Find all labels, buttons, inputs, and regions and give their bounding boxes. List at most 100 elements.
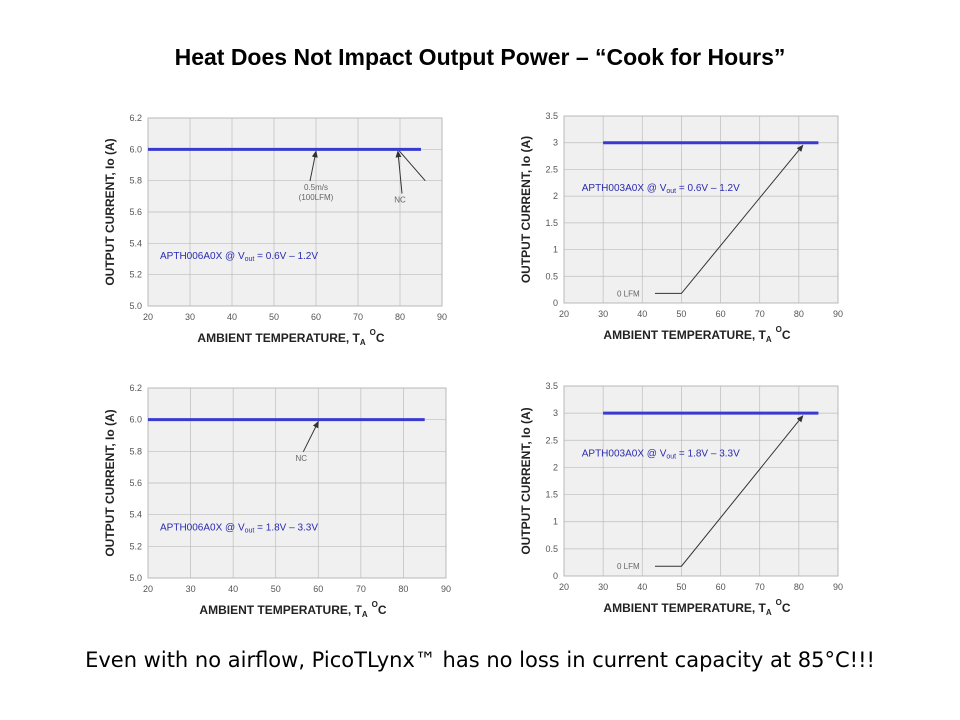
x-tick-label: 60 xyxy=(311,312,321,322)
x-tick-label: 70 xyxy=(356,584,366,594)
x-axis-label: AMBIENT TEMPERATURE, TAOC xyxy=(603,325,790,344)
chart-apth006-low-vout: 20 30 40 50 60 70 80 90 5.0 5.2 5.4 5.6 5.8 6.0 6.2 APT… xyxy=(100,108,460,358)
x-tick-label: 30 xyxy=(598,582,608,592)
y-axis-label: OUTPUT CURRENT, Io (A) xyxy=(519,407,533,554)
y-tick-label: 5.6 xyxy=(129,478,142,488)
y-tick-label: 6.2 xyxy=(129,383,142,393)
annotation-arrow xyxy=(654,415,804,567)
y-tick-label: 1 xyxy=(553,517,558,527)
y-tick-label: 6.0 xyxy=(129,144,142,154)
x-axis-label: AMBIENT TEMPERATURE, TAOC xyxy=(603,598,790,617)
x-tick-label: 80 xyxy=(794,582,804,592)
x-axis-label: AMBIENT TEMPERATURE, TAOC xyxy=(197,328,384,347)
x-tick-label: 80 xyxy=(794,309,804,319)
y-tick-label: 5.0 xyxy=(129,301,142,311)
x-tick-label: 70 xyxy=(755,309,765,319)
annotation-label: NC xyxy=(295,454,307,463)
x-axis-label-sub: A xyxy=(362,610,368,619)
y-tick-label: 5.4 xyxy=(129,510,142,520)
x-axis-label-main: AMBIENT TEMPERATURE, T xyxy=(199,603,362,617)
y-tick-label: 5.6 xyxy=(129,207,142,217)
x-tick-label: 20 xyxy=(143,312,153,322)
y-tick-label: 1.5 xyxy=(545,490,558,500)
x-axis-label-unit: C xyxy=(782,601,791,615)
condition-subscript: out xyxy=(666,454,676,461)
x-axis-label-sup: O xyxy=(372,600,378,609)
y-tick-label: 3 xyxy=(553,408,558,418)
y-tick-label: 6.2 xyxy=(129,113,142,123)
x-axis-label-sub: A xyxy=(766,335,772,344)
x-axis-label: AMBIENT TEMPERATURE, TAOC xyxy=(199,600,386,619)
y-axis-label: OUTPUT CURRENT, Io (A) xyxy=(103,138,117,285)
condition-part: APTH006A0X @ V xyxy=(160,251,245,262)
y-tick-label: 2 xyxy=(553,191,558,201)
chart-apth003-high-vout: 20 30 40 50 60 70 80 90 0 0.5 1 1.5 2 2.5 3 3.5 APTH003A… xyxy=(500,378,880,628)
x-axis-label-sup: O xyxy=(776,325,782,334)
y-tick-label: 2 xyxy=(553,462,558,472)
y-tick-label: 0 xyxy=(553,298,558,308)
y-tick-label: 0.5 xyxy=(545,544,558,554)
x-axis-label-main: AMBIENT TEMPERATURE, T xyxy=(603,328,766,342)
annotation-label: (100LFM) xyxy=(299,193,334,202)
x-tick-label: 40 xyxy=(637,309,647,319)
annotation-label: 0 LFM xyxy=(617,562,640,571)
y-tick-label: 5.2 xyxy=(129,541,142,551)
x-tick-label: 20 xyxy=(559,309,569,319)
y-tick-label: 2.5 xyxy=(545,435,558,445)
annotation-arrow xyxy=(309,150,318,182)
chart-apth003-low-vout: 20 30 40 50 60 70 80 90 0 0.5 1 1.5 2 2.5 3 3.5 APTH003A… xyxy=(500,108,880,358)
y-tick-label: 5.8 xyxy=(129,446,142,456)
y-tick-label: 5.8 xyxy=(129,176,142,186)
x-tick-label: 30 xyxy=(598,309,608,319)
x-tick-label: 40 xyxy=(227,312,237,322)
condition-range: = 1.8V – 3.3V xyxy=(676,449,740,460)
condition-subscript: out xyxy=(666,188,676,195)
x-tick-label: 40 xyxy=(637,582,647,592)
plot-area xyxy=(563,115,839,304)
x-tick-label: 40 xyxy=(228,584,238,594)
plot-area xyxy=(563,385,839,577)
x-axis-label-unit: C xyxy=(376,331,385,345)
condition-range: = 1.8V – 3.3V xyxy=(254,523,318,534)
annotation-arrow xyxy=(302,420,319,453)
condition-subscript: out xyxy=(245,528,255,535)
x-tick-label: 50 xyxy=(271,584,281,594)
x-tick-label: 50 xyxy=(676,582,686,592)
x-axis-label-sup: O xyxy=(776,598,782,607)
footer-statement: Even with no airflow, PicoTLynx™ has no … xyxy=(85,648,875,672)
y-tick-label: 6.0 xyxy=(129,415,142,425)
x-tick-label: 60 xyxy=(716,309,726,319)
x-axis-label-sup: O xyxy=(370,328,376,337)
condition-label: APTH003A0X @ Vout = 1.8V – 3.3V xyxy=(582,449,740,461)
chart-2-svg: 20 30 40 50 60 70 80 90 5.0 5.2 5.4 5.6 5.8 6.0 6.2 APT… xyxy=(103,383,451,619)
annotation-label: NC xyxy=(394,196,406,205)
x-tick-label: 50 xyxy=(676,309,686,319)
chart-apth006-high-vout: 20 30 40 50 60 70 80 90 5.0 5.2 5.4 5.6 5.8 6.0 6.2 APT… xyxy=(100,378,460,628)
condition-subscript: out xyxy=(245,256,255,263)
x-tick-label: 90 xyxy=(441,584,451,594)
y-tick-label: 1 xyxy=(553,245,558,255)
nc-curve-line xyxy=(397,149,426,181)
x-tick-label: 60 xyxy=(716,582,726,592)
x-axis-label-sub: A xyxy=(766,608,772,617)
y-tick-label: 3.5 xyxy=(545,381,558,391)
x-tick-label: 60 xyxy=(313,584,323,594)
condition-part: APTH003A0X @ V xyxy=(582,449,667,460)
x-tick-label: 50 xyxy=(269,312,279,322)
x-axis-label-main: AMBIENT TEMPERATURE, T xyxy=(603,601,766,615)
condition-part: APTH003A0X @ V xyxy=(582,183,667,194)
y-tick-label: 5.2 xyxy=(129,270,142,280)
x-tick-label: 80 xyxy=(398,584,408,594)
condition-label: APTH006A0X @ Vout = 1.8V – 3.3V xyxy=(160,523,318,535)
annotation-label: 0 LFM xyxy=(617,289,640,298)
annotation-label: 0.5m/s xyxy=(304,183,328,192)
x-tick-label: 20 xyxy=(143,584,153,594)
y-tick-label: 3.5 xyxy=(545,111,558,121)
condition-part: APTH006A0X @ V xyxy=(160,523,245,534)
x-tick-label: 80 xyxy=(395,312,405,322)
chart-0-svg: 20 30 40 50 60 70 80 90 5.0 5.2 5.4 5.6 5.8 6.0 6.2 APT… xyxy=(103,113,447,347)
y-tick-label: 5.4 xyxy=(129,238,142,248)
y-tick-label: 3 xyxy=(553,138,558,148)
condition-range: = 0.6V – 1.2V xyxy=(676,183,740,194)
x-axis-label-sub: A xyxy=(360,338,366,347)
